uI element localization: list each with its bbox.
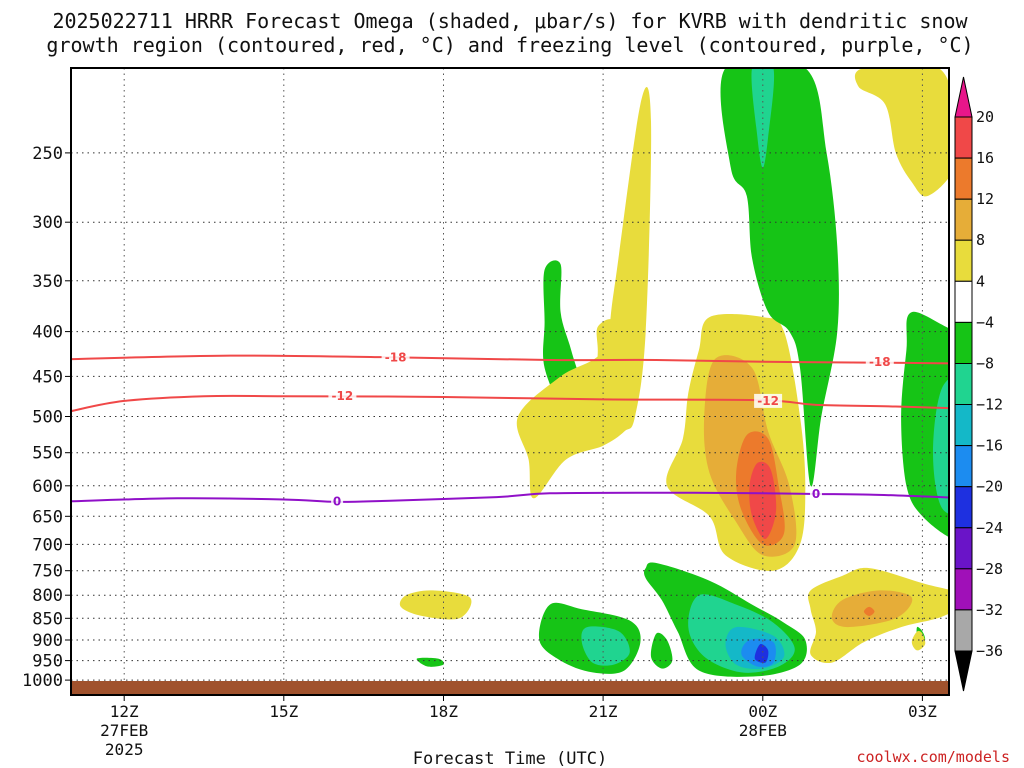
y-tick-label: 450 <box>32 367 63 387</box>
gridlines <box>71 68 949 695</box>
colorbar-segment <box>954 321 973 364</box>
contour-line <box>71 394 949 413</box>
colorbar-segment <box>954 239 973 282</box>
omega-region <box>581 626 630 666</box>
y-tick-label: 300 <box>32 213 63 233</box>
colorbar-label: 8 <box>976 231 985 249</box>
x-tick-label: 00Z <box>748 702 777 721</box>
contour-label-bg <box>331 494 344 509</box>
colorbar-bottom-triangle <box>954 650 973 692</box>
omega-region <box>863 606 875 616</box>
colorbar-segment <box>954 609 973 652</box>
x-tick-date: 28FEB <box>739 721 787 740</box>
colorbar-label: −4 <box>976 313 994 331</box>
colorbar-segment <box>954 363 973 406</box>
y-tick-label: 250 <box>32 144 63 164</box>
colorbar-label: 12 <box>976 190 994 208</box>
x-tick-year: 2025 <box>105 740 144 759</box>
x-tick-label: 15Z <box>269 702 298 721</box>
contour-label-bg <box>810 487 822 501</box>
contour-label-bg <box>328 389 357 404</box>
colorbar-label: −32 <box>976 601 1003 619</box>
y-tick-label: 900 <box>32 631 63 651</box>
y-tick-label: 500 <box>32 408 63 428</box>
colorbar-label: −28 <box>976 560 1003 578</box>
y-tick-label: 650 <box>32 507 63 527</box>
omega-shading <box>399 68 949 677</box>
chart-title-line1: 2025022711 HRRR Forecast Omega (shaded, … <box>52 9 968 33</box>
x-axis-label: Forecast Time (UTC) <box>413 749 607 768</box>
colorbar-label: −24 <box>976 519 1003 537</box>
source-credit: coolwx.com/models <box>856 748 1010 766</box>
plot-area <box>71 68 949 695</box>
temperature-contours <box>71 354 949 503</box>
colorbar-label: −36 <box>976 642 1003 660</box>
x-tick-label: 12Z <box>110 702 139 721</box>
omega-region <box>754 643 769 663</box>
contour-line <box>71 491 949 503</box>
contour-label-bg <box>381 350 410 365</box>
y-tick-label: 950 <box>32 652 63 672</box>
contour-label: 0 <box>812 487 820 501</box>
omega-region <box>516 86 652 499</box>
contour-labels: -18 -18 -12 -12 0 0 <box>328 350 894 509</box>
contour-label-bg <box>865 354 894 369</box>
plot-frame <box>70 67 950 696</box>
y-tick-label: 850 <box>32 609 63 629</box>
omega-region <box>749 461 777 540</box>
ground-surface-bar <box>71 681 949 695</box>
colorbar-segment <box>954 568 973 611</box>
contour-label: -18 <box>385 350 407 364</box>
colorbar-label: −8 <box>976 355 994 373</box>
contour-label-bg <box>754 393 783 408</box>
y-tick-label: 350 <box>32 272 63 292</box>
omega-region <box>720 68 839 487</box>
x-tick-label: 21Z <box>589 702 618 721</box>
y-tick-label: 550 <box>32 444 63 464</box>
omega-region <box>416 657 445 667</box>
y-tick-label: 700 <box>32 535 63 555</box>
colorbar-segment <box>954 486 973 529</box>
colorbar-label: −16 <box>976 437 1003 455</box>
colorbar-segment <box>954 280 973 323</box>
colorbar-segment <box>954 404 973 447</box>
contour-label: -12 <box>757 394 779 408</box>
y-tick-label: 1000 <box>22 671 63 691</box>
colorbar-label: 20 <box>976 108 994 126</box>
omega-region <box>854 68 949 197</box>
contour-line <box>71 354 949 365</box>
y-tick-label: 800 <box>32 586 63 606</box>
colorbar-segment <box>954 157 973 200</box>
colorbar-label: 16 <box>976 149 994 167</box>
x-tick-label: 18Z <box>429 702 458 721</box>
contour-label: -18 <box>869 355 891 369</box>
contour-label: -12 <box>332 389 354 403</box>
y-tick-label: 400 <box>32 323 63 343</box>
omega-region <box>399 590 472 620</box>
colorbar: 20 16 12 8 4 −4 −8 −12 −16 −20 −24 −28 −32 −36 <box>954 76 1003 692</box>
contour-label: 0 <box>333 494 341 508</box>
x-tick-date: 27FEB <box>100 721 148 740</box>
y-tick-label: 750 <box>32 562 63 582</box>
colorbar-label: 4 <box>976 272 985 290</box>
omega-region <box>650 632 673 669</box>
pressure-axis: 2503003504004505005506006507007508008509… <box>22 144 71 691</box>
colorbar-top-triangle <box>954 76 973 118</box>
colorbar-label: −12 <box>976 396 1003 414</box>
colorbar-segment <box>954 445 973 488</box>
omega-region <box>933 378 949 514</box>
colorbar-segment <box>954 527 973 570</box>
colorbar-label: −20 <box>976 478 1003 496</box>
colorbar-segment <box>954 198 973 241</box>
colorbar-segment <box>954 116 973 159</box>
y-tick-label: 600 <box>32 477 63 497</box>
chart-title-line2: growth region (contoured, red, °C) and f… <box>46 33 973 57</box>
x-tick-label: 03Z <box>908 702 937 721</box>
